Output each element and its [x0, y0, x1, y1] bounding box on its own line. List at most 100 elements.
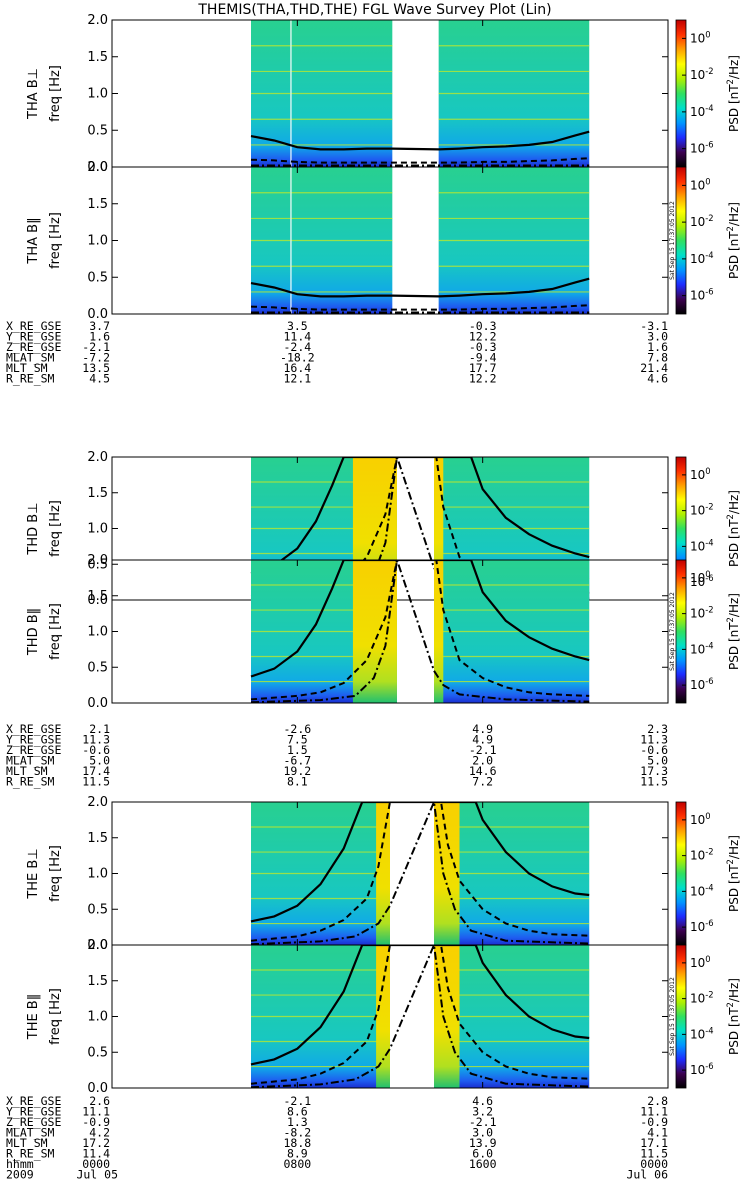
ephemeris-value: 17.1	[640, 1136, 668, 1150]
ephemeris-value: -2.1	[469, 743, 497, 757]
ephemeris-value: 7.5	[287, 733, 308, 747]
x-tick-label: 0000	[640, 1157, 668, 1171]
solid-curve	[250, 560, 590, 678]
panel-label: THE B⊥	[26, 848, 41, 899]
colorbar-tick-label: 100	[690, 466, 711, 482]
colorbar-label: PSD [nT2/Hz]	[725, 55, 741, 132]
solid-curve	[250, 945, 590, 1066]
ephemeris-value: 14.6	[469, 764, 497, 778]
colorbar-tick-label: 10-4	[690, 250, 714, 266]
ephemeris-value: 11.3	[82, 733, 110, 747]
panel-label: THE B‖	[26, 994, 41, 1040]
ephemeris-value: 4.6	[647, 372, 668, 386]
bright-band	[352, 560, 397, 703]
colorbar-label: PSD [nT2/Hz]	[725, 978, 741, 1055]
ephemeris-value: -3.1	[640, 319, 668, 333]
y-tick-label: 2.0	[87, 13, 108, 28]
bright-band	[434, 457, 444, 600]
ephemeris-value: -0.3	[469, 319, 497, 333]
y-tick-label: 1.5	[87, 831, 108, 846]
y-tick-label: 0.0	[87, 593, 108, 608]
ephemeris-name: Z_RE_GSE	[6, 1115, 61, 1129]
ephemeris-value: 17.7	[469, 361, 497, 375]
ephemeris-value: -9.4	[469, 351, 497, 365]
colorbar-tick-label: 100	[690, 954, 711, 970]
ephemeris-value: 4.6	[472, 1094, 493, 1108]
colorbar-tick-label: 100	[690, 176, 711, 192]
ephemeris-value: -0.3	[469, 340, 497, 354]
colorbar-tick-label: 100	[690, 29, 711, 45]
ephemeris-name: Y_RE_GSE	[6, 733, 61, 747]
y-tick-label: 1.5	[87, 197, 108, 212]
y-tick-label: 0.5	[87, 1045, 108, 1060]
ephemeris-value: -2.6	[283, 722, 311, 736]
colorbar-tick-label: 10-4	[690, 537, 714, 553]
panel-label: THA B⊥	[26, 68, 41, 120]
ephemeris-value: -6.7	[283, 754, 311, 768]
y-tick-label: 0.0	[87, 1081, 108, 1096]
colorbar-tick-label: 10-2	[690, 213, 714, 229]
y-tick-label: 1.0	[87, 522, 108, 537]
ephemeris-value: 16.4	[283, 361, 311, 375]
x-tick-label: 1600	[469, 1157, 497, 1171]
ephemeris-value: 12.2	[469, 330, 497, 344]
date-label: Jul 06	[626, 1168, 668, 1182]
x-tick-label: 0800	[283, 1157, 311, 1171]
x-tick-label: 0000	[82, 1157, 110, 1171]
ephemeris-value: 11.3	[640, 733, 668, 747]
ephemeris-value: 1.6	[89, 330, 110, 344]
ephemeris-name: MLT_SM	[6, 764, 48, 778]
y-tick-label: 1.5	[87, 589, 108, 604]
colorbar-tick-label: 100	[690, 569, 711, 585]
colorbar	[675, 166, 687, 315]
ephemeris-value: 2.3	[647, 722, 668, 736]
solid-curve	[250, 457, 590, 575]
ephemeris-value: 3.5	[287, 319, 308, 333]
ephemeris-name: MLT_SM	[6, 1136, 48, 1150]
ephemeris-value: -8.2	[283, 1126, 311, 1140]
bright-band	[434, 560, 444, 703]
ephemeris-name: MLAT_SM	[6, 754, 55, 768]
ephemeris-value: -2.1	[283, 1094, 311, 1108]
ephemeris-value: 7.2	[472, 775, 493, 789]
y-tick-label: 0.0	[87, 696, 108, 711]
ephemeris-name: R_RE_SM	[6, 1147, 55, 1161]
ephemeris-value: -18.2	[280, 351, 315, 365]
bright-band	[434, 802, 460, 945]
y-tick-label: 0.5	[87, 270, 108, 285]
ephemeris-value: 2.0	[472, 754, 493, 768]
ephemeris-value: -0.9	[640, 1115, 668, 1129]
dashdot-curve	[250, 802, 590, 945]
bright-band	[434, 945, 460, 1088]
spectrogram-panel: 0.0 0.5 1.0 1.5 2.0 THA B⊥ freq [Hz]	[26, 13, 687, 175]
colorbar-tick-label: 10-6	[690, 140, 714, 156]
ephemeris-name: Y_RE_GSE	[6, 330, 61, 344]
ephemeris-value: 12.1	[283, 372, 311, 386]
ephemeris-value: 11.4	[283, 330, 311, 344]
y-tick-label: 1.0	[87, 87, 108, 102]
y-tick-label: 1.5	[87, 50, 108, 65]
colorbar-tick-label: 10-4	[690, 640, 714, 656]
y-tick-label: 1.5	[87, 486, 108, 501]
ephemeris-value: 11.1	[82, 1105, 110, 1119]
y-axis-label: freq [Hz]	[48, 988, 63, 1045]
y-tick-label: 2.0	[87, 795, 108, 810]
colorbar	[675, 944, 687, 1089]
ephemeris-value: 2.1	[89, 722, 110, 736]
y-tick-label: 2.0	[87, 553, 108, 568]
colorbar-tick-label: 10-4	[690, 103, 714, 119]
ephemeris-value: -0.6	[82, 743, 110, 757]
ephemeris-value: 4.5	[89, 372, 110, 386]
y-tick-label: 0.5	[87, 557, 108, 572]
ephemeris-block: X_RE_GSE 2.1 -2.6 4.9 2.3 Y_RE_GSE 11.3 7.5 4.9 1…	[6, 722, 668, 789]
dashdot-curve	[250, 560, 590, 703]
y-tick-label: 2.0	[87, 450, 108, 465]
y-axis-label: freq [Hz]	[48, 500, 63, 557]
ephemeris-value: 6.0	[472, 1147, 493, 1161]
date-label: Jul 05	[76, 1168, 118, 1182]
colorbar-tick-label: 10-6	[690, 918, 714, 934]
ephemeris-value: 8.1	[287, 775, 308, 789]
ephemeris-value: 1.3	[287, 1115, 308, 1129]
panel-label: THD B‖	[26, 608, 41, 656]
